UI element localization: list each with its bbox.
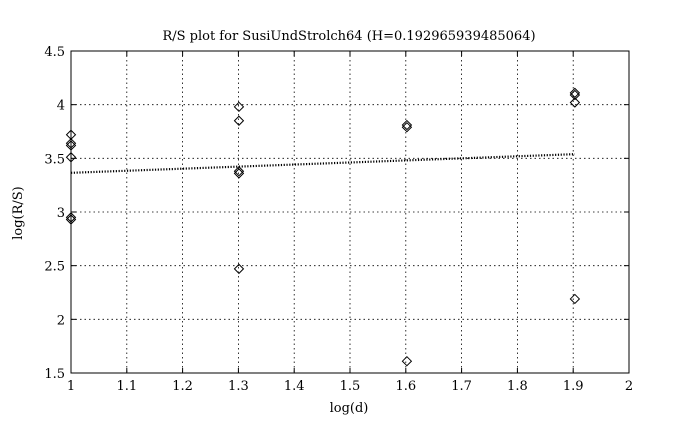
data-point-diamond xyxy=(569,293,581,305)
data-point-diamond xyxy=(233,168,245,179)
grid-lines xyxy=(71,51,629,373)
x-tick-label: 1.6 xyxy=(395,379,416,394)
data-point-diamond xyxy=(569,97,581,108)
y-axis-label: log(R/S) xyxy=(11,186,26,240)
data-point-diamond xyxy=(233,166,245,177)
fit-line xyxy=(70,153,575,174)
data-point-diamond xyxy=(401,355,413,367)
x-tick-label: 1.3 xyxy=(228,379,249,394)
data-point-diamond xyxy=(65,214,77,225)
data-point-diamond xyxy=(401,119,413,131)
x-tick-label: 1.9 xyxy=(563,379,584,394)
x-tick-label: 2 xyxy=(625,379,633,394)
axis-ticks: 1 1.1 1.2 1.3 1.4 1.5 1.6 1.7 1.8 1.9 2 1.5 2 2.5 3 3.5… xyxy=(44,45,633,394)
x-tick-label: 1.4 xyxy=(284,379,305,394)
x-tick-label: 1 xyxy=(67,379,75,394)
data-points xyxy=(65,87,581,367)
fit-line-group xyxy=(70,153,575,174)
data-point-diamond xyxy=(233,101,245,113)
y-tick-label: 4.5 xyxy=(44,45,65,60)
y-tick-label: 1.5 xyxy=(44,367,65,382)
x-tick-label: 1.8 xyxy=(507,379,528,394)
data-point-diamond xyxy=(65,152,77,163)
y-tick-label: 3 xyxy=(57,206,65,221)
x-tick-label: 1.2 xyxy=(172,379,193,394)
x-tick-label: 1.5 xyxy=(340,379,361,394)
chart-title: R/S plot for SusiUndStrolch64 (H=0.19296… xyxy=(162,29,535,44)
data-point-diamond xyxy=(233,263,245,275)
x-tick-label: 1.7 xyxy=(451,379,472,394)
data-point-diamond xyxy=(65,140,77,151)
data-point-diamond xyxy=(233,115,245,126)
y-tick-label: 4 xyxy=(57,99,65,114)
data-point-diamond xyxy=(65,212,77,223)
y-tick-label: 2.5 xyxy=(44,260,65,275)
data-point-diamond xyxy=(65,138,77,149)
data-point-diamond xyxy=(569,89,581,101)
data-point-diamond xyxy=(401,121,413,133)
y-tick-label: 2 xyxy=(57,313,65,328)
x-tick-label: 1.1 xyxy=(116,379,137,394)
x-axis-label: log(d) xyxy=(330,401,369,416)
y-tick-label: 3.5 xyxy=(44,152,65,167)
